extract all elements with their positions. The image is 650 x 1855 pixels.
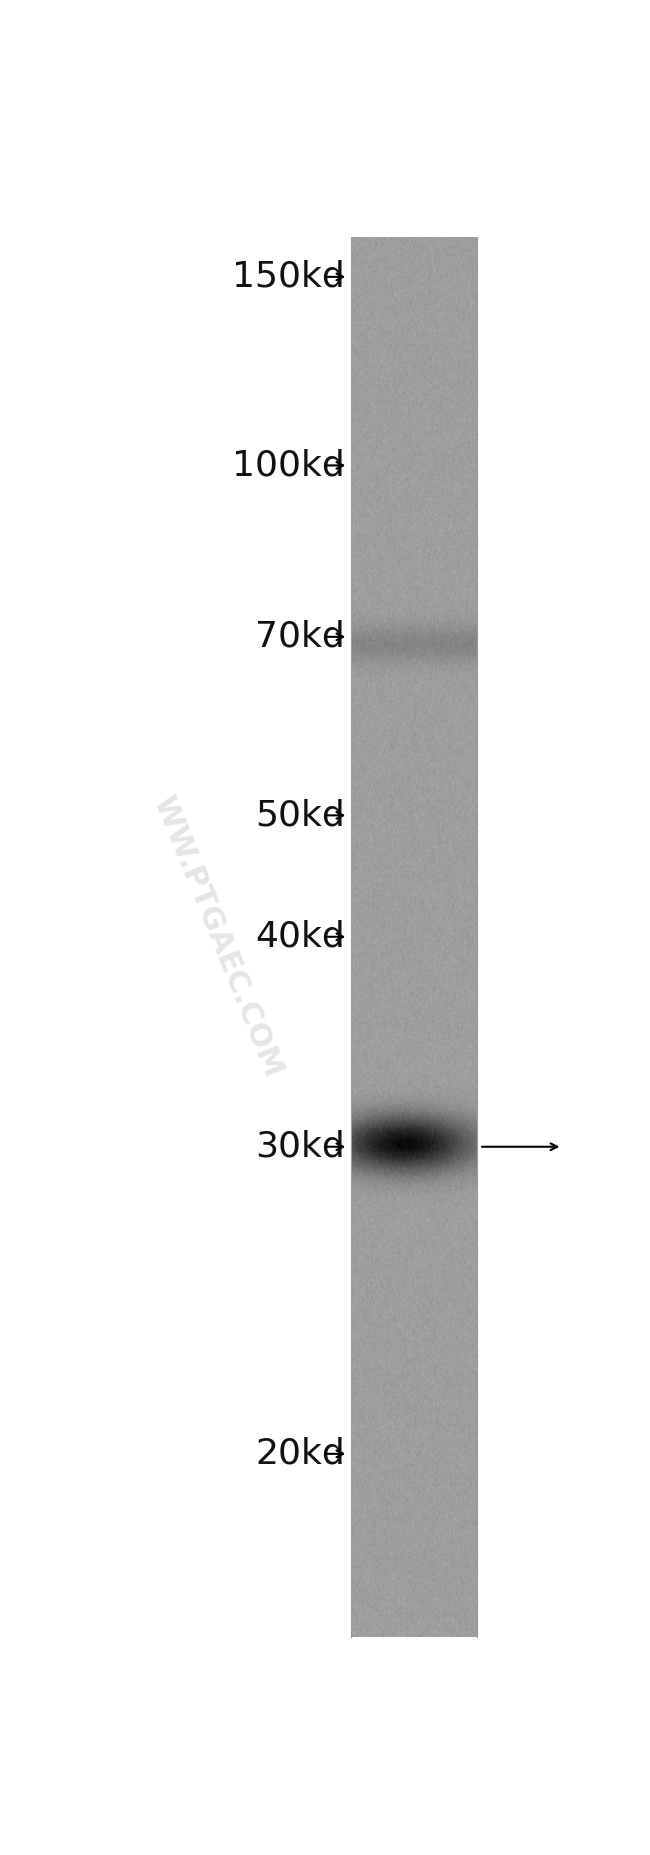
Text: 70kd: 70kd [255,620,344,653]
Text: 100kd: 100kd [232,449,344,482]
Text: 150kd: 150kd [232,260,344,293]
Text: 50kd: 50kd [255,798,344,833]
Text: WW.PTGAEC.COM: WW.PTGAEC.COM [148,792,287,1081]
Text: 40kd: 40kd [255,920,344,953]
Text: 20kd: 20kd [255,1438,344,1471]
Text: 30kd: 30kd [255,1130,344,1163]
